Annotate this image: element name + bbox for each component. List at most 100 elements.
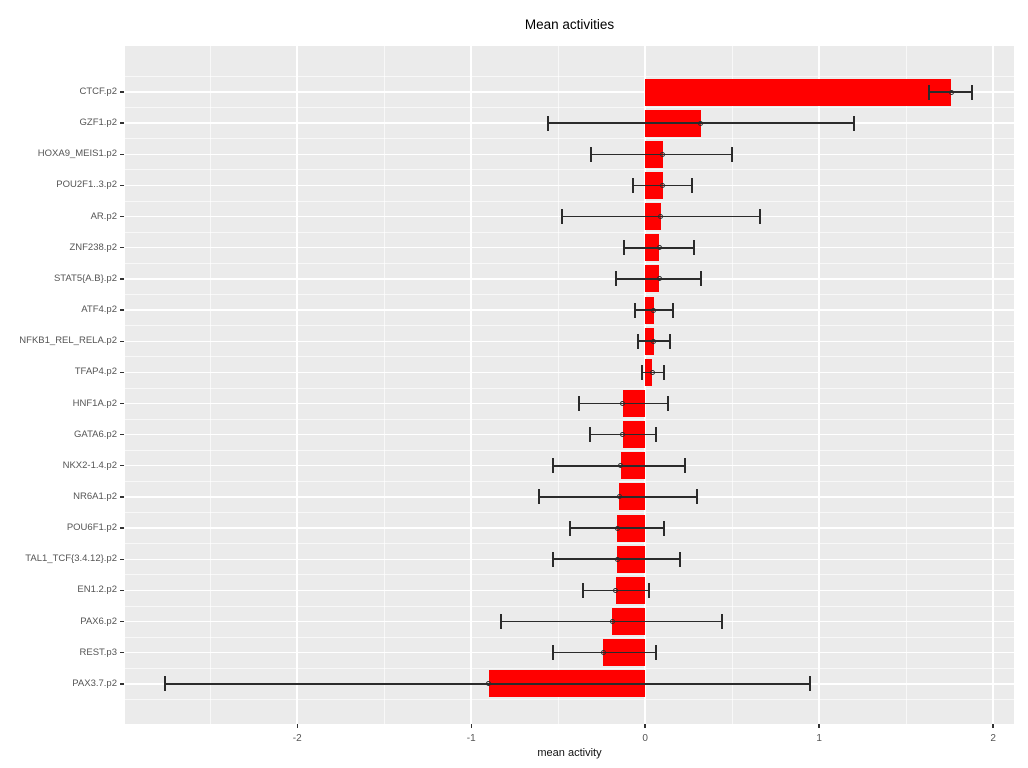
- mean-point: [613, 587, 619, 593]
- error-bar-cap: [852, 115, 855, 131]
- y-axis-label: POU2F1..3.p2: [56, 179, 117, 191]
- y-axis-tick: [120, 340, 124, 342]
- y-axis-tick: [120, 215, 124, 218]
- error-bar-cap: [623, 240, 626, 256]
- y-axis-label: TAL1_TCF{3.4.12}.p2: [25, 553, 117, 565]
- error-bar-cap: [668, 333, 671, 349]
- mean-point: [609, 619, 615, 625]
- minor-gridline-horizontal: [125, 480, 1014, 482]
- major-gridline-horizontal: [125, 91, 1014, 93]
- minor-gridline-horizontal: [125, 605, 1014, 607]
- y-axis-tick: [120, 683, 124, 685]
- y-axis-tick: [120, 589, 124, 592]
- mean-point: [651, 338, 657, 344]
- error-bar-cap: [538, 489, 541, 505]
- error-bar-cap: [632, 177, 634, 193]
- y-axis-label: PAX3.7.p2: [72, 677, 117, 689]
- minor-gridline-horizontal: [125, 107, 1014, 108]
- y-axis-tick: [120, 527, 124, 529]
- x-axis-tick: [992, 724, 994, 728]
- y-axis-tick: [120, 153, 124, 155]
- chart-title: Mean activities: [524, 17, 615, 32]
- x-axis-tick: [470, 724, 472, 728]
- error-bar-cap: [672, 302, 674, 318]
- minor-gridline-horizontal: [125, 512, 1014, 513]
- error-bar-cap: [809, 676, 812, 692]
- error-bar-cap: [692, 240, 695, 256]
- error-bar-cap: [551, 645, 554, 661]
- major-gridline-vertical: [296, 46, 299, 724]
- error-bar-cap: [666, 396, 669, 411]
- mean-point: [656, 276, 662, 282]
- y-axis-tick: [120, 91, 124, 93]
- mean-point: [649, 369, 655, 375]
- error-bar-cap: [696, 489, 699, 505]
- minor-gridline-horizontal: [125, 76, 1014, 77]
- y-axis-tick: [120, 652, 124, 654]
- x-axis-tick: [818, 724, 820, 728]
- major-gridline-horizontal: [125, 433, 1014, 436]
- error-bar-cap: [560, 209, 563, 225]
- y-axis-label: STAT5{A.B}.p2: [53, 272, 117, 284]
- minor-gridline-vertical: [209, 46, 211, 724]
- major-gridline-horizontal: [125, 589, 1014, 592]
- mean-point: [658, 214, 664, 220]
- y-axis-label: ZNF238.p2: [69, 241, 117, 253]
- error-bar-cap: [640, 364, 643, 380]
- y-axis-tick: [120, 278, 124, 280]
- y-axis-label: GZF1.p2: [79, 117, 118, 129]
- major-gridline-horizontal: [125, 340, 1014, 342]
- y-axis-tick: [120, 184, 124, 187]
- mean-point: [660, 182, 666, 188]
- x-axis-tick-label: -2: [292, 733, 302, 744]
- error-bar-cap: [637, 333, 640, 349]
- major-gridline-horizontal: [125, 247, 1014, 249]
- y-axis-label: HNF1A.p2: [72, 397, 117, 409]
- error-bar-cap: [633, 302, 636, 318]
- minor-gridline-horizontal: [125, 325, 1014, 327]
- minor-gridline-horizontal: [125, 200, 1014, 202]
- error-bar-cap: [581, 582, 584, 598]
- minor-gridline-horizontal: [125, 543, 1014, 545]
- minor-gridline-horizontal: [125, 667, 1014, 669]
- minor-gridline-vertical: [383, 46, 385, 724]
- major-gridline-horizontal: [125, 153, 1014, 155]
- error-bar-cap: [578, 396, 581, 411]
- y-axis-label: REST.p3: [79, 646, 118, 658]
- error-bar-cap: [663, 364, 666, 380]
- error-bar-cap: [759, 209, 761, 225]
- mean-point: [614, 556, 620, 562]
- error-bar-cap: [663, 520, 666, 536]
- y-axis-tick: [120, 309, 124, 311]
- error-bar-cap: [654, 645, 657, 661]
- major-gridline-horizontal: [125, 309, 1014, 311]
- error-bar-cap: [164, 676, 166, 692]
- y-axis-tick: [120, 620, 124, 623]
- y-axis-label: NR6A1.p2: [73, 490, 117, 502]
- error-bar-cap: [654, 427, 657, 443]
- major-gridline-horizontal: [125, 402, 1014, 405]
- mean-point: [486, 681, 492, 687]
- x-axis-tick-label: 1: [816, 733, 822, 744]
- mean-point: [620, 432, 626, 438]
- minor-gridline-horizontal: [125, 294, 1014, 295]
- minor-gridline-vertical: [731, 46, 733, 724]
- y-axis-tick: [120, 433, 124, 436]
- y-axis-tick: [120, 371, 124, 374]
- error-bar-cap: [647, 582, 650, 598]
- error-bar-cap: [720, 614, 723, 630]
- mean-point: [616, 494, 622, 500]
- mean-point: [614, 525, 620, 531]
- minor-gridline-horizontal: [125, 138, 1014, 140]
- mean-point: [948, 89, 954, 95]
- error-bar-cap: [551, 458, 554, 474]
- y-axis-tick: [120, 465, 124, 467]
- mean-point: [660, 151, 666, 157]
- minor-gridline-vertical: [557, 46, 559, 724]
- y-axis-label: AR.p2: [90, 210, 117, 222]
- y-axis-label: POU6F1.p2: [66, 522, 117, 534]
- y-axis-label: NKX2-1.4.p2: [62, 459, 117, 471]
- error-bar-cap: [699, 271, 702, 287]
- error-bar-cap: [684, 458, 687, 474]
